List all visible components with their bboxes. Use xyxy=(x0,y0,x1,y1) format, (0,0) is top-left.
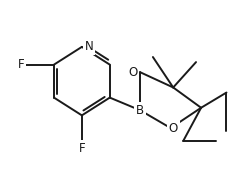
Text: O: O xyxy=(168,122,178,135)
Text: B: B xyxy=(136,104,144,117)
Text: N: N xyxy=(84,40,93,53)
Text: O: O xyxy=(128,66,138,79)
Text: F: F xyxy=(78,142,85,155)
Text: F: F xyxy=(18,58,24,71)
